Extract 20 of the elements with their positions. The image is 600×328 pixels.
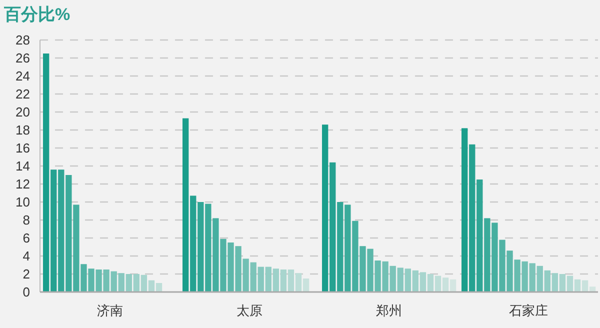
y-tick-label: 8	[22, 212, 30, 228]
chart-title: 百分比%	[3, 5, 70, 24]
y-tick-label: 24	[16, 68, 30, 84]
y-tick-label: 18	[16, 122, 30, 138]
x-tick-label: 石家庄	[508, 303, 548, 318]
y-tick-label: 12	[16, 176, 30, 192]
y-tick-label: 26	[16, 50, 30, 66]
x-tick-label: 济南	[96, 303, 123, 318]
y-tick-label: 2	[22, 266, 30, 282]
y-tick-label: 22	[16, 86, 30, 102]
y-tick-label: 6	[22, 230, 30, 246]
y-tick-label: 4	[22, 248, 30, 264]
y-tick-label: 16	[16, 140, 30, 156]
y-tick-label: 28	[16, 32, 30, 48]
y-tick-label: 14	[16, 158, 30, 174]
x-tick-label: 郑州	[376, 303, 402, 318]
y-tick-label: 10	[16, 194, 30, 210]
y-tick-label: 20	[16, 104, 30, 120]
x-tick-label: 太原	[236, 303, 262, 318]
y-tick-label: 0	[22, 284, 30, 300]
